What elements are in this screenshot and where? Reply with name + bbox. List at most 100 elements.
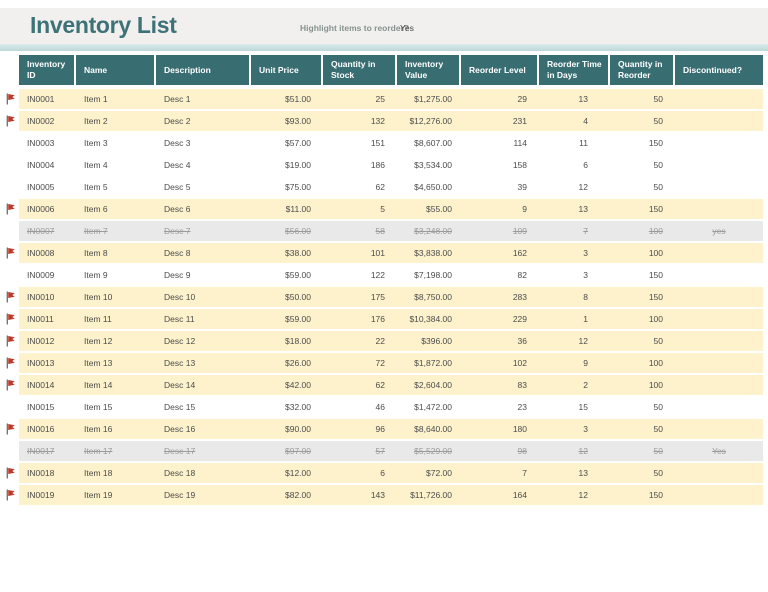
cell-reorder-time[interactable]: 12 <box>578 446 588 456</box>
cell-reorder-level[interactable]: 83 <box>517 380 527 390</box>
cell-unit-price[interactable]: $93.00 <box>285 116 311 126</box>
cell-reorder-time[interactable]: 13 <box>578 204 588 214</box>
cell-reorder-time[interactable]: 12 <box>578 490 588 500</box>
cell-quantity-in-reorder[interactable]: 50 <box>653 116 663 126</box>
cell-discontinued[interactable] <box>675 375 763 395</box>
cell-quantity-in-reorder[interactable]: 50 <box>653 160 663 170</box>
cell-name[interactable]: Item 11 <box>84 314 112 324</box>
cell-inventory-id[interactable]: IN0015 <box>27 402 55 412</box>
cell-quantity-in-reorder[interactable]: 50 <box>653 402 663 412</box>
cell-inventory-id[interactable]: IN0009 <box>27 270 55 280</box>
cell-discontinued[interactable] <box>675 177 763 197</box>
cell-reorder-level[interactable]: 82 <box>517 270 527 280</box>
cell-name[interactable]: Item 9 <box>84 270 108 280</box>
cell-name[interactable]: Item 10 <box>84 292 113 302</box>
cell-description[interactable]: Desc 4 <box>164 160 191 170</box>
cell-reorder-level[interactable]: 164 <box>512 490 527 500</box>
cell-quantity-in-stock[interactable]: 62 <box>375 380 385 390</box>
cell-quantity-in-reorder[interactable]: 150 <box>648 292 663 302</box>
cell-reorder-level[interactable]: 102 <box>512 358 527 368</box>
cell-discontinued[interactable] <box>675 397 763 417</box>
cell-quantity-in-stock[interactable]: 25 <box>375 94 385 104</box>
cell-inventory-id[interactable]: IN0001 <box>27 94 55 104</box>
cell-inventory-value[interactable]: $7,198.00 <box>414 270 452 280</box>
cell-reorder-time[interactable]: 1 <box>583 314 588 324</box>
cell-inventory-value[interactable]: $5,529.00 <box>414 446 452 456</box>
cell-reorder-time[interactable]: 9 <box>583 358 588 368</box>
cell-name[interactable]: Item 4 <box>84 160 108 170</box>
cell-quantity-in-stock[interactable]: 62 <box>375 182 385 192</box>
cell-reorder-time[interactable]: 12 <box>578 182 588 192</box>
cell-inventory-id[interactable]: IN0003 <box>27 138 55 148</box>
cell-description[interactable]: Desc 9 <box>164 270 191 280</box>
cell-description[interactable]: Desc 1 <box>164 94 191 104</box>
cell-inventory-id[interactable]: IN0008 <box>27 248 55 258</box>
cell-inventory-id[interactable]: IN0005 <box>27 182 55 192</box>
cell-inventory-id[interactable]: IN0002 <box>27 116 55 126</box>
cell-inventory-id[interactable]: IN0012 <box>27 336 55 346</box>
cell-quantity-in-reorder[interactable]: 150 <box>648 138 663 148</box>
cell-unit-price[interactable]: $75.00 <box>285 182 311 192</box>
cell-reorder-time[interactable]: 6 <box>583 160 588 170</box>
cell-name[interactable]: Item 1 <box>84 94 108 104</box>
cell-discontinued[interactable] <box>675 463 763 483</box>
cell-unit-price[interactable]: $12.00 <box>285 468 311 478</box>
cell-description[interactable]: Desc 8 <box>164 248 191 258</box>
cell-unit-price[interactable]: $11.00 <box>285 204 311 214</box>
cell-description[interactable]: Desc 16 <box>164 424 196 434</box>
cell-quantity-in-reorder[interactable]: 150 <box>648 490 663 500</box>
cell-inventory-value[interactable]: $1,872.00 <box>414 358 452 368</box>
cell-name[interactable]: Item 14 <box>84 380 113 390</box>
cell-description[interactable]: Desc 2 <box>164 116 191 126</box>
cell-description[interactable]: Desc 15 <box>164 402 196 412</box>
cell-name[interactable]: Item 17 <box>84 446 113 456</box>
cell-reorder-time[interactable]: 13 <box>578 94 588 104</box>
cell-description[interactable]: Desc 10 <box>164 292 196 302</box>
cell-name[interactable]: Item 5 <box>84 182 108 192</box>
cell-unit-price[interactable]: $42.00 <box>285 380 311 390</box>
cell-inventory-id[interactable]: IN0007 <box>27 226 55 236</box>
cell-inventory-id[interactable]: IN0017 <box>27 446 55 456</box>
cell-name[interactable]: Item 3 <box>84 138 108 148</box>
cell-name[interactable]: Item 16 <box>84 424 113 434</box>
cell-quantity-in-stock[interactable]: 46 <box>375 402 385 412</box>
cell-unit-price[interactable]: $26.00 <box>285 358 311 368</box>
cell-unit-price[interactable]: $50.00 <box>285 292 311 302</box>
cell-reorder-level[interactable]: 98 <box>517 446 527 456</box>
cell-discontinued[interactable] <box>675 331 763 351</box>
cell-reorder-time[interactable]: 4 <box>583 116 588 126</box>
cell-quantity-in-reorder[interactable]: 50 <box>653 182 663 192</box>
cell-discontinued[interactable] <box>675 419 763 439</box>
cell-quantity-in-reorder[interactable]: 150 <box>648 270 663 280</box>
cell-reorder-level[interactable]: 158 <box>512 160 527 170</box>
cell-quantity-in-stock[interactable]: 101 <box>370 248 385 258</box>
cell-description[interactable]: Desc 7 <box>164 226 191 236</box>
cell-inventory-value[interactable]: $72.00 <box>426 468 452 478</box>
cell-quantity-in-reorder[interactable]: 100 <box>648 380 663 390</box>
cell-quantity-in-stock[interactable]: 151 <box>370 138 385 148</box>
cell-discontinued[interactable]: yes <box>712 226 726 236</box>
cell-reorder-level[interactable]: 29 <box>517 94 527 104</box>
cell-reorder-time[interactable]: 13 <box>578 468 588 478</box>
cell-discontinued[interactable] <box>675 287 763 307</box>
cell-reorder-level[interactable]: 109 <box>512 226 527 236</box>
cell-quantity-in-reorder[interactable]: 100 <box>648 358 663 368</box>
cell-description[interactable]: Desc 13 <box>164 358 196 368</box>
cell-name[interactable]: Item 6 <box>84 204 108 214</box>
cell-quantity-in-stock[interactable]: 96 <box>375 424 385 434</box>
cell-inventory-id[interactable]: IN0010 <box>27 292 55 302</box>
cell-description[interactable]: Desc 3 <box>164 138 191 148</box>
cell-reorder-level[interactable]: 9 <box>522 204 527 214</box>
cell-reorder-time[interactable]: 3 <box>583 424 588 434</box>
cell-reorder-time[interactable]: 3 <box>583 270 588 280</box>
cell-inventory-value[interactable]: $1,472.00 <box>414 402 452 412</box>
cell-inventory-id[interactable]: IN0014 <box>27 380 55 390</box>
cell-quantity-in-reorder[interactable]: 50 <box>653 94 663 104</box>
cell-discontinued[interactable]: Yes <box>712 446 726 456</box>
cell-quantity-in-stock[interactable]: 176 <box>370 314 385 324</box>
cell-description[interactable]: Desc 5 <box>164 182 191 192</box>
cell-inventory-value[interactable]: $3,248.00 <box>414 226 452 236</box>
cell-reorder-level[interactable]: 39 <box>517 182 527 192</box>
cell-inventory-value[interactable]: $3,534.00 <box>414 160 452 170</box>
cell-quantity-in-stock[interactable]: 57 <box>375 446 385 456</box>
